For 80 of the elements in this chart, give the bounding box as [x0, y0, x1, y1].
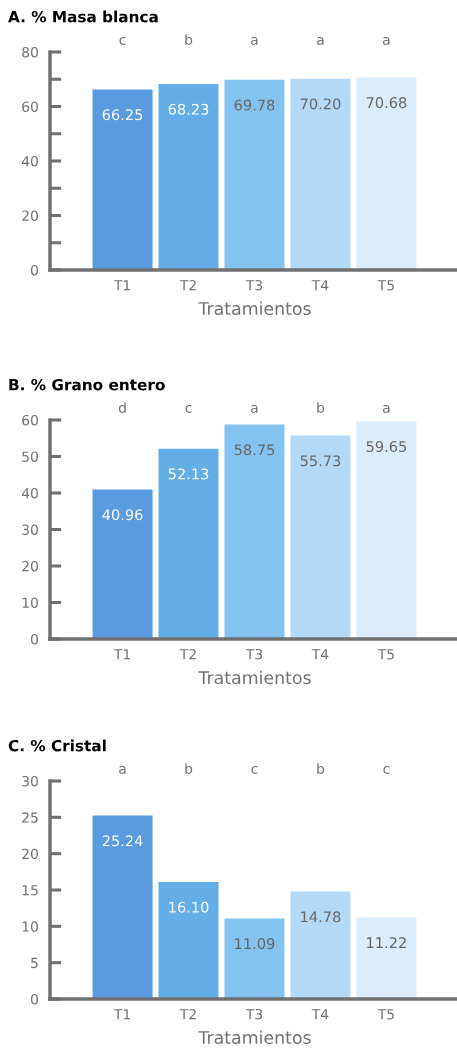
y-tick-label: 50 [22, 451, 38, 462]
text: a [383, 404, 390, 413]
text: a [119, 765, 126, 774]
y-tick-label: 5 [31, 957, 38, 969]
x-tick-label: T1 [113, 1009, 130, 1020]
x-tick-label: T4 [311, 649, 329, 660]
data-label: 11.09 [235, 938, 275, 950]
y-tick-label: 10 [22, 597, 38, 608]
text: b [317, 402, 325, 413]
x-tick-label: T4 [311, 280, 329, 291]
y-tick-label: 0 [30, 264, 38, 276]
x-axis-title: Tratamientos [198, 301, 311, 316]
text: c [383, 765, 390, 774]
chart-title: C. % Cristal [8, 739, 106, 752]
bar [158, 448, 219, 639]
text: c [251, 765, 258, 774]
text: a [251, 404, 258, 413]
data-label: 70.20 [300, 98, 341, 110]
bar [290, 435, 351, 639]
bar [224, 424, 285, 639]
x-tick-label: T5 [377, 1009, 394, 1020]
text: a [251, 36, 258, 45]
x-tick-label: T3 [245, 648, 263, 660]
x-axis-title: Tratamientos [198, 670, 311, 685]
x-tick-label: T2 [179, 1008, 196, 1020]
data-label: 66.25 [102, 109, 143, 121]
data-label: 59.65 [366, 440, 407, 453]
bar [356, 917, 417, 999]
y-tick-label: 60 [22, 414, 38, 426]
y-tick-label: 40 [21, 155, 38, 167]
data-label: 68.23 [168, 103, 209, 115]
y-tick-label: 80 [22, 46, 38, 58]
y-tick-label: 25 [22, 812, 38, 823]
text: a [383, 36, 390, 45]
y-tick-label: 15 [22, 885, 38, 896]
text: b [317, 763, 325, 774]
y-tick-label: 0 [30, 993, 38, 1005]
x-tick-label: T3 [245, 1008, 263, 1020]
text: a [317, 36, 324, 45]
x-tick-label: T2 [179, 648, 196, 660]
x-tick-label: T1 [113, 649, 130, 660]
bar [356, 421, 417, 639]
data-label: 40.96 [102, 509, 143, 521]
bar [224, 918, 285, 999]
text: d [118, 402, 126, 413]
y-tick-label: 30 [22, 775, 38, 787]
y-tick-label: 40 [21, 487, 38, 499]
x-axis-title: Tratamientos [198, 1030, 311, 1045]
bar [92, 815, 153, 999]
y-tick-label: 10 [22, 921, 38, 932]
x-tick-label: T1 [113, 280, 130, 291]
text: c [119, 36, 126, 45]
x-tick-label: T4 [311, 1009, 329, 1020]
bar [158, 882, 219, 999]
x-tick-label: T2 [179, 279, 196, 291]
data-label: 58.75 [234, 444, 275, 456]
chart-title: B. % Grano entero [9, 378, 165, 391]
chart-title: A. % Masa blanca [8, 10, 158, 23]
text: c [185, 404, 192, 413]
text: b [185, 34, 193, 45]
data-label: 70.68 [366, 97, 407, 109]
x-tick-label: T5 [377, 280, 394, 291]
y-tick-label: 60 [22, 101, 38, 112]
y-tick-label: 20 [22, 560, 38, 572]
text: b [185, 763, 193, 774]
y-tick-label: 0 [30, 633, 38, 645]
data-label: 69.78 [234, 99, 275, 111]
data-label: 14.78 [301, 911, 341, 923]
data-label: 11.22 [367, 937, 406, 948]
data-label: 55.73 [300, 455, 341, 467]
bar [290, 891, 351, 999]
y-tick-label: 20 [22, 848, 38, 860]
x-tick-label: T3 [245, 279, 263, 291]
data-label: 16.10 [169, 901, 209, 913]
y-tick-label: 30 [22, 524, 38, 535]
bar [92, 489, 153, 639]
data-label: 25.24 [102, 835, 143, 847]
y-tick-label: 20 [22, 210, 38, 221]
data-label: 52.13 [168, 468, 209, 480]
x-tick-label: T5 [377, 649, 394, 660]
